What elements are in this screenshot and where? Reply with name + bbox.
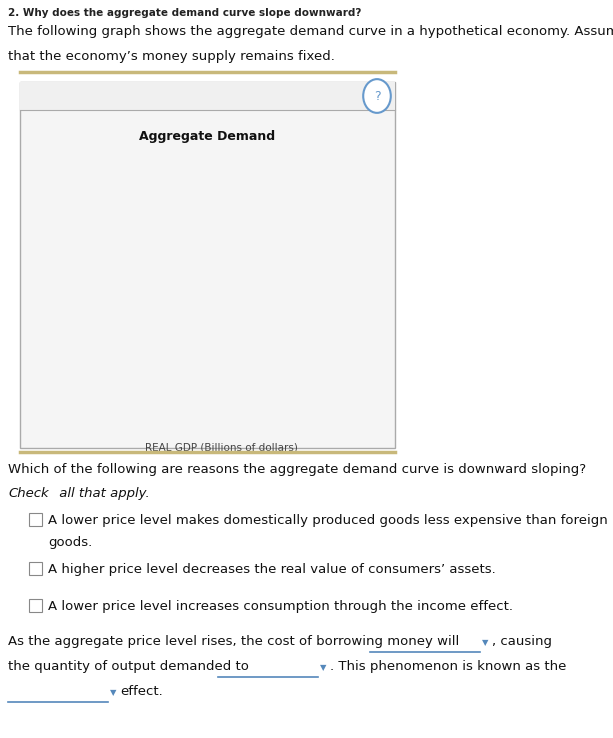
Text: the quantity of output demanded to: the quantity of output demanded to	[8, 660, 249, 673]
Text: A lower price level makes domestically produced goods less expensive than foreig: A lower price level makes domestically p…	[48, 514, 607, 527]
Text: REAL GDP (Billions of dollars): REAL GDP (Billions of dollars)	[145, 443, 297, 453]
Text: Aggregate Demand: Aggregate Demand	[118, 197, 213, 207]
Text: ?: ?	[374, 89, 380, 103]
Y-axis label: PRICE LEVEL: PRICE LEVEL	[26, 254, 36, 316]
Text: goods.: goods.	[48, 536, 92, 549]
Text: effect.: effect.	[120, 685, 162, 698]
Text: ▼: ▼	[320, 663, 327, 672]
Text: The following graph shows the aggregate demand curve in a hypothetical economy. : The following graph shows the aggregate …	[8, 25, 613, 38]
Text: 2. Why does the aggregate demand curve slope downward?: 2. Why does the aggregate demand curve s…	[8, 8, 362, 18]
Text: , causing: , causing	[492, 635, 552, 648]
Text: Aggregate Demand: Aggregate Demand	[139, 130, 276, 143]
Text: all that apply.: all that apply.	[55, 487, 150, 500]
Text: A higher price level decreases the real value of consumers’ assets.: A higher price level decreases the real …	[48, 563, 496, 576]
Text: As the aggregate price level rises, the cost of borrowing money will: As the aggregate price level rises, the …	[8, 635, 459, 648]
Text: ▼: ▼	[110, 688, 116, 697]
Text: Check: Check	[8, 487, 48, 500]
Text: Which of the following are reasons the aggregate demand curve is downward slopin: Which of the following are reasons the a…	[8, 463, 590, 476]
Text: . This phenomenon is known as the: . This phenomenon is known as the	[330, 660, 566, 673]
Text: A lower price level increases consumption through the income effect.: A lower price level increases consumptio…	[48, 600, 513, 613]
Text: that the economy’s money supply remains fixed.: that the economy’s money supply remains …	[8, 50, 335, 63]
Text: ▼: ▼	[482, 638, 489, 647]
